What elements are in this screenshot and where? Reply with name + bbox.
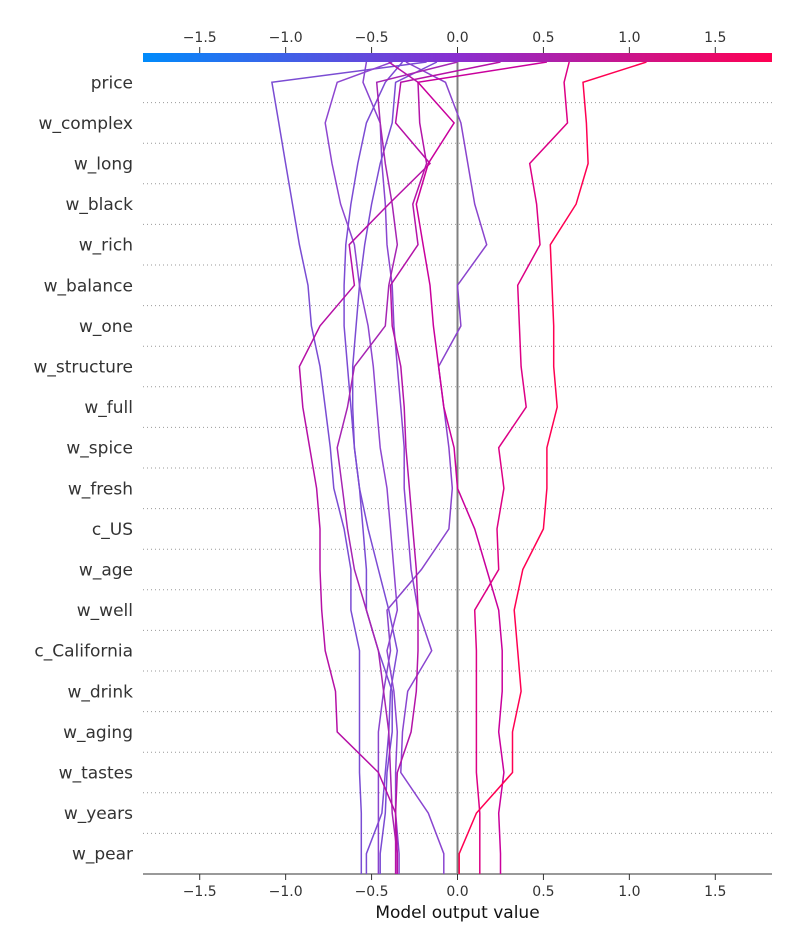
decision-line (362, 61, 445, 874)
bottom-tick-label: 1.0 (618, 884, 640, 900)
feature-label: w_fresh (68, 479, 133, 499)
feature-label: w_years (64, 804, 133, 824)
feature-label: w_aging (63, 723, 133, 743)
bottom-tick-label: 1.5 (704, 884, 726, 900)
decision-line (298, 61, 501, 874)
feature-label: w_balance (44, 276, 133, 296)
top-tick-label: −1.0 (269, 30, 303, 46)
bottom-tick-label: −1.0 (269, 884, 303, 900)
top-tick-label: −1.5 (183, 30, 217, 46)
top-tick-label: 1.0 (618, 30, 640, 46)
bottom-tick-label: −0.5 (355, 884, 389, 900)
feature-label: w_spice (66, 439, 133, 459)
top-axis: −1.5 −1.0 −0.5 0.0 0.5 1.0 1.5 (183, 30, 726, 53)
feature-labels: price w_complex w_long w_black w_rich w_balan… (33, 73, 133, 864)
feature-label: price (91, 73, 133, 93)
decision-line (415, 61, 548, 874)
feature-label: w_drink (67, 682, 133, 702)
x-axis-title: Model output value (375, 903, 539, 923)
decision-line (473, 61, 570, 874)
feature-label: w_age (79, 561, 133, 581)
decision-line (458, 61, 647, 874)
colorbar (143, 53, 772, 62)
feature-label: w_structure (33, 358, 133, 378)
feature-label: w_tastes (59, 764, 133, 784)
decision-line (351, 61, 438, 874)
decision-line (336, 61, 458, 874)
feature-label: c_US (92, 520, 133, 540)
feature-label: w_long (74, 155, 133, 175)
top-tick-label: 1.5 (704, 30, 726, 46)
feature-label: w_full (84, 398, 133, 418)
top-tick-label: 0.5 (532, 30, 554, 46)
feature-label: w_complex (39, 114, 133, 134)
decision-line (324, 61, 400, 874)
bottom-tick-label: 0.0 (446, 884, 468, 900)
feature-label: w_one (79, 317, 133, 337)
top-tick-label: 0.0 (446, 30, 468, 46)
bottom-axis: −1.5 −1.0 −0.5 0.0 0.5 1.0 1.5 (143, 873, 772, 900)
decision-lines (271, 61, 647, 874)
feature-label: c_California (34, 642, 133, 662)
bottom-tick-label: −1.5 (183, 884, 217, 900)
feature-label: w_black (65, 195, 133, 215)
feature-label: w_pear (72, 845, 133, 865)
bottom-tick-label: 0.5 (532, 884, 554, 900)
decision-line (388, 61, 428, 874)
top-tick-label: −0.5 (355, 30, 389, 46)
feature-label: w_well (77, 601, 133, 621)
decision-line (271, 61, 427, 874)
feature-label: w_rich (79, 236, 133, 256)
decision-line (377, 61, 488, 874)
decision-line (343, 61, 404, 874)
